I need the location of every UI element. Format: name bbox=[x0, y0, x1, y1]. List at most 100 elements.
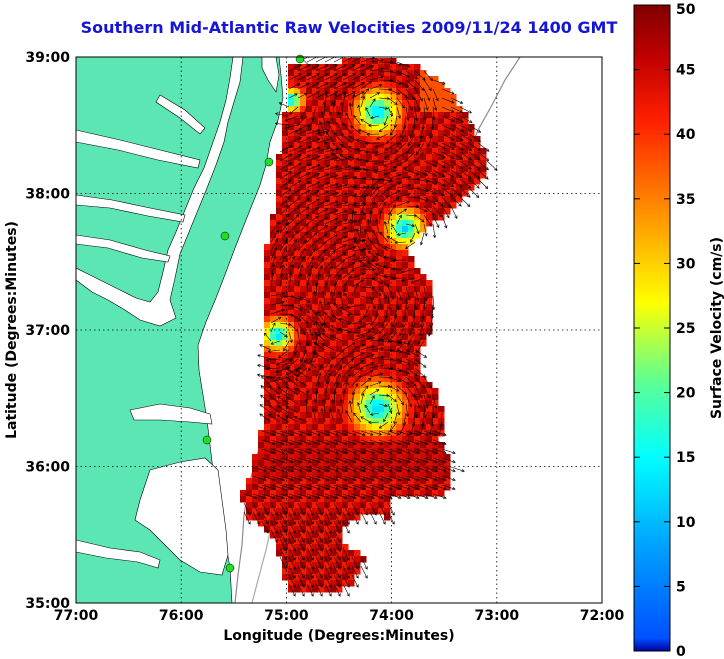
velocity-cell bbox=[342, 136, 349, 143]
velocity-cell bbox=[270, 490, 277, 497]
velocity-cell bbox=[384, 442, 391, 449]
velocity-cell bbox=[396, 442, 403, 449]
velocity-vector bbox=[261, 439, 276, 446]
velocity-cell bbox=[330, 202, 337, 209]
velocity-vector bbox=[441, 115, 456, 123]
velocity-cell bbox=[360, 190, 367, 197]
velocity-vector bbox=[423, 394, 429, 409]
velocity-cell bbox=[414, 328, 421, 335]
velocity-cell bbox=[438, 472, 445, 479]
velocity-cell bbox=[366, 100, 373, 107]
velocity-cell bbox=[300, 106, 307, 113]
velocity-vector bbox=[366, 261, 380, 270]
velocity-vector bbox=[351, 264, 366, 270]
velocity-cell bbox=[438, 478, 445, 485]
velocity-cell bbox=[348, 454, 355, 461]
velocity-cell bbox=[324, 562, 331, 569]
velocity-vector bbox=[351, 493, 366, 500]
velocity-cell bbox=[324, 376, 331, 383]
velocity-cell bbox=[414, 208, 421, 215]
velocity-cell bbox=[306, 574, 313, 581]
velocity-cell bbox=[372, 388, 379, 395]
x-tick-label: 75:00 bbox=[264, 608, 309, 624]
velocity-cell bbox=[366, 490, 373, 497]
velocity-vector bbox=[285, 387, 299, 396]
velocity-vector bbox=[333, 267, 344, 279]
velocity-cell bbox=[444, 94, 451, 101]
velocity-cell bbox=[288, 70, 295, 77]
velocity-vector bbox=[270, 292, 286, 297]
velocity-vector bbox=[270, 475, 285, 482]
velocity-cell bbox=[414, 88, 421, 95]
velocity-cell bbox=[384, 376, 391, 383]
velocity-vector bbox=[288, 439, 303, 446]
velocity-cell bbox=[384, 286, 391, 293]
velocity-cell bbox=[336, 124, 343, 131]
velocity-cell bbox=[318, 154, 325, 161]
velocity-vector bbox=[381, 313, 389, 327]
velocity-vector bbox=[360, 353, 375, 360]
velocity-cell bbox=[354, 556, 361, 563]
velocity-vector bbox=[441, 97, 455, 104]
velocity-vector bbox=[396, 214, 402, 225]
velocity-cell bbox=[414, 442, 421, 449]
velocity-cell bbox=[324, 274, 331, 281]
velocity-cell bbox=[270, 292, 277, 299]
velocity-cell bbox=[318, 580, 325, 587]
velocity-cell bbox=[414, 94, 421, 101]
velocity-cell bbox=[390, 364, 397, 371]
velocity-vector bbox=[275, 367, 290, 374]
velocity-vector bbox=[311, 106, 317, 121]
velocity-cell bbox=[438, 94, 445, 101]
velocity-cell bbox=[408, 454, 415, 461]
velocity-cell bbox=[426, 400, 433, 407]
velocity-vector bbox=[342, 475, 357, 482]
velocity-cell bbox=[360, 352, 367, 359]
velocity-cell bbox=[312, 88, 319, 95]
velocity-cell bbox=[396, 382, 403, 389]
velocity-cell bbox=[348, 568, 355, 575]
velocity-vector bbox=[269, 376, 281, 387]
velocity-cell bbox=[402, 292, 409, 299]
velocity-cell bbox=[264, 340, 271, 347]
velocity-vector bbox=[288, 239, 298, 252]
velocity-cell bbox=[294, 352, 301, 359]
velocity-cell bbox=[270, 478, 277, 485]
velocity-cell bbox=[348, 448, 355, 455]
velocity-cell bbox=[276, 298, 283, 305]
velocity-cell bbox=[264, 370, 271, 377]
velocity-cell bbox=[282, 130, 289, 137]
velocity-vector bbox=[405, 394, 412, 408]
velocity-cell bbox=[390, 106, 397, 113]
velocity-cell bbox=[288, 202, 295, 209]
velocity-cell bbox=[402, 328, 409, 335]
velocity-cell bbox=[258, 508, 265, 515]
velocity-vector bbox=[333, 493, 348, 500]
velocity-cell bbox=[300, 466, 307, 473]
velocity-cell bbox=[276, 436, 283, 443]
velocity-cell bbox=[330, 364, 337, 371]
velocity-vector bbox=[342, 219, 358, 225]
velocity-cell bbox=[330, 316, 337, 323]
velocity-cell bbox=[450, 160, 457, 167]
velocity-cell bbox=[408, 214, 415, 221]
velocity-cell bbox=[306, 580, 313, 587]
velocity-cell bbox=[282, 496, 289, 503]
velocity-cell bbox=[336, 532, 343, 539]
velocity-cell bbox=[408, 346, 415, 353]
velocity-cell bbox=[342, 244, 349, 251]
velocity-cell bbox=[312, 430, 319, 437]
velocity-cell bbox=[312, 550, 319, 557]
velocity-cell bbox=[408, 118, 415, 125]
velocity-cell bbox=[300, 322, 307, 329]
velocity-cell bbox=[354, 178, 361, 185]
velocity-cell bbox=[372, 292, 379, 299]
velocity-vector bbox=[331, 152, 344, 162]
velocity-cell bbox=[294, 274, 301, 281]
velocity-cell bbox=[456, 172, 463, 179]
velocity-cell bbox=[474, 148, 481, 155]
velocity-vector bbox=[288, 565, 296, 579]
velocity-cell bbox=[288, 106, 295, 113]
velocity-vector bbox=[324, 64, 338, 72]
velocity-cell bbox=[300, 472, 307, 479]
